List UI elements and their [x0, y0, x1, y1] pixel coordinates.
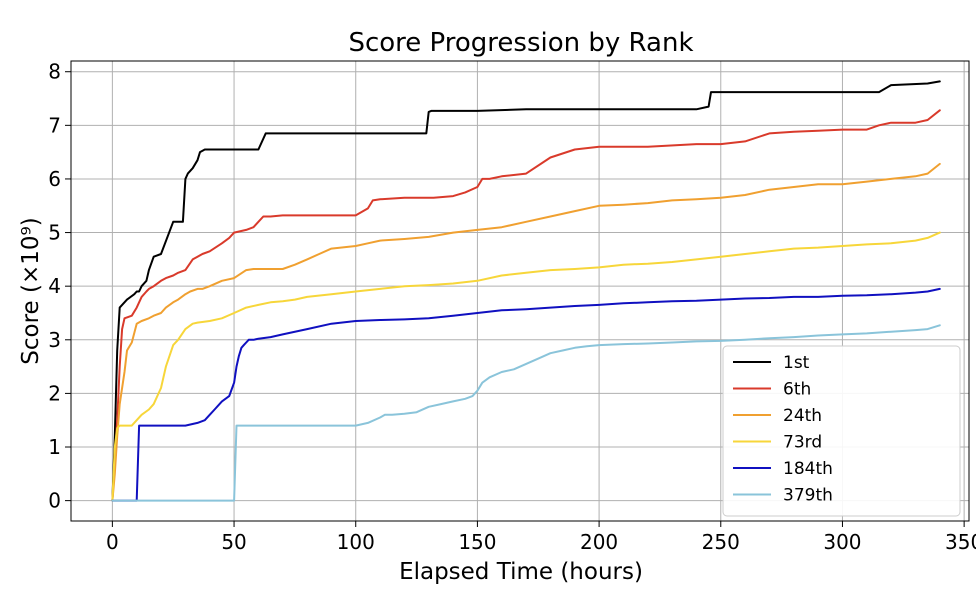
legend-label: 24th — [783, 406, 822, 426]
x-axis-ticks: 0 50 100 150 200 250 300 350 — [106, 521, 976, 554]
legend-label: 184th — [783, 459, 833, 479]
y-tick-label: 0 — [48, 489, 61, 513]
x-tick-label: 0 — [106, 530, 119, 554]
x-tick-label: 150 — [458, 530, 496, 554]
y-tick-label: 8 — [48, 60, 61, 84]
y-tick-label: 7 — [48, 113, 61, 137]
x-tick-label: 250 — [702, 530, 740, 554]
series-line-6th — [111, 109, 941, 502]
y-axis-ticks: 0 1 2 3 4 5 6 7 8 — [48, 60, 71, 513]
legend-label: 73rd — [783, 433, 822, 453]
x-tick-label: 300 — [823, 530, 861, 554]
x-tick-label: 350 — [945, 530, 976, 554]
x-tick-label: 100 — [337, 530, 375, 554]
legend-box — [722, 345, 961, 517]
y-tick-label: 6 — [48, 167, 61, 191]
series-line-184th — [111, 287, 941, 502]
legend-label: 6th — [783, 380, 811, 400]
series-layer — [111, 80, 941, 502]
legend-label: 1st — [783, 353, 810, 373]
x-tick-label: 50 — [221, 530, 246, 554]
y-tick-label: 3 — [48, 328, 61, 352]
series-line-379th — [111, 324, 941, 502]
y-tick-label: 5 — [48, 221, 61, 245]
y-tick-label: 4 — [48, 274, 61, 298]
plot-frame — [70, 60, 970, 522]
y-axis-label: Score (×10⁹) — [18, 217, 44, 364]
legend: 1st 6th 24th 73rd 184th 379th — [722, 345, 961, 517]
chart-title: Score Progression by Rank — [348, 28, 693, 58]
legend-label: 379th — [783, 486, 833, 506]
series-line-73rd — [111, 231, 941, 502]
x-axis-label: Elapsed Time (hours) — [399, 559, 643, 585]
y-tick-label: 2 — [48, 381, 61, 405]
x-tick-label: 200 — [580, 530, 618, 554]
y-tick-label: 1 — [48, 435, 61, 459]
series-line-24th — [111, 162, 941, 502]
legend-items: 1st 6th 24th 73rd 184th 379th — [733, 353, 833, 506]
series-line-1st — [111, 80, 941, 502]
